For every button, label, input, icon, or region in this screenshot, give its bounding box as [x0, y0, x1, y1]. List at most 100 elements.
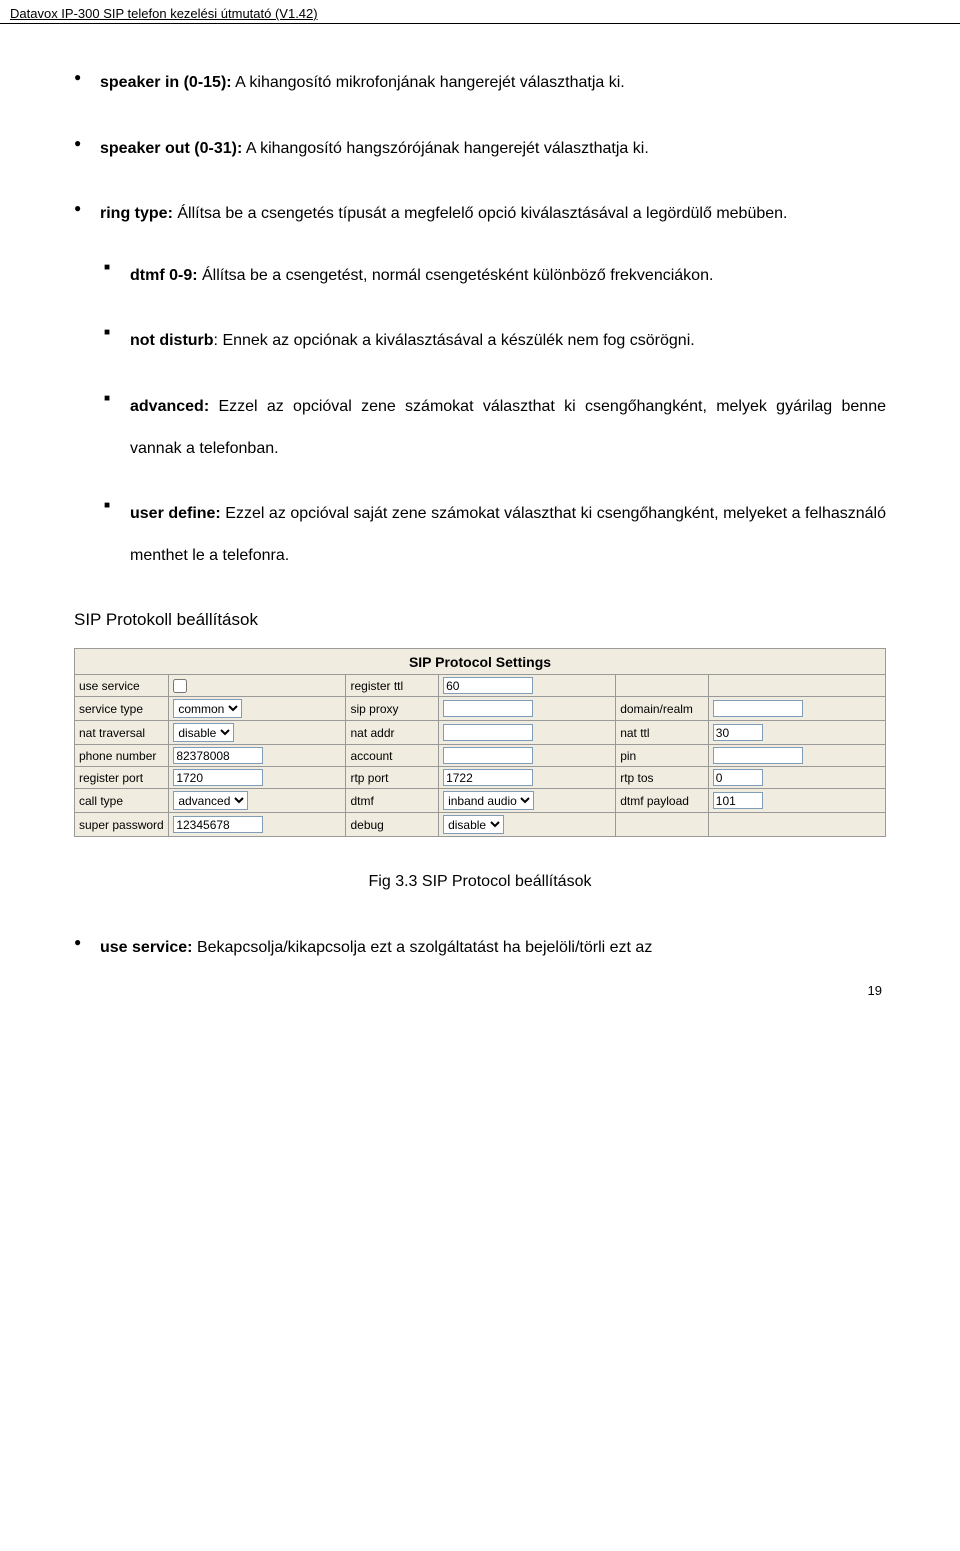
bullet-bold: speaker in (0-15): — [100, 74, 232, 91]
label-empty — [616, 813, 709, 837]
value-account — [439, 745, 616, 767]
label-super-password: super password — [75, 813, 169, 837]
value-domain/realm — [708, 697, 885, 721]
bullet-speaker-out: speaker out (0-31): A kihangosító hangsz… — [100, 128, 886, 170]
value-dtmf: inband audio — [439, 789, 616, 813]
call-type-select[interactable]: advanced — [173, 791, 248, 810]
sub-text: Állítsa be a csengetést, normál csengeté… — [198, 267, 714, 284]
label-use-service: use service — [75, 675, 169, 697]
section-title-sip: SIP Protokoll beállítások — [74, 610, 886, 630]
label-dtmf: dtmf — [346, 789, 439, 813]
label-empty — [616, 675, 709, 697]
label-phone-number: phone number — [75, 745, 169, 767]
table-row: nat traversaldisable nat addr nat ttl — [75, 721, 886, 745]
label-sip-proxy: sip proxy — [346, 697, 439, 721]
label-domain/realm: domain/realm — [616, 697, 709, 721]
pin-input[interactable] — [713, 747, 803, 764]
value-pin — [708, 745, 885, 767]
nat-traversal-select[interactable]: disable — [173, 723, 234, 742]
label-rtp-port: rtp port — [346, 767, 439, 789]
sip-proxy-input[interactable] — [443, 700, 533, 717]
phone-number-input[interactable] — [173, 747, 263, 764]
bullet-bold: ring type: — [100, 205, 173, 222]
label-service-type: service type — [75, 697, 169, 721]
nat-addr-input[interactable] — [443, 724, 533, 741]
register-port-input[interactable] — [173, 769, 263, 786]
bullet-text: A kihangosító hangszórójának hangerejét … — [242, 140, 649, 157]
sub-user-define: user define: Ezzel az opcióval saját zen… — [130, 493, 886, 576]
sub-text: Ezzel az opcióval saját zene számokat vá… — [130, 505, 886, 564]
value-call-type: advanced — [169, 789, 346, 813]
bullet-speaker-in: speaker in (0-15): A kihangosító mikrofo… — [100, 62, 886, 104]
figure-caption: Fig 3.3 SIP Protocol beállítások — [74, 873, 886, 891]
service-type-select[interactable]: common — [173, 699, 242, 718]
value-nat-ttl — [708, 721, 885, 745]
label-nat-traversal: nat traversal — [75, 721, 169, 745]
value-dtmf-payload — [708, 789, 885, 813]
value-phone-number — [169, 745, 346, 767]
table-row: service typecommon sip proxy domain/realm — [75, 697, 886, 721]
value-rtp-port — [439, 767, 616, 789]
rtp-port-input[interactable] — [443, 769, 533, 786]
bullet-text: Állítsa be a csengetés típusát a megfele… — [173, 205, 788, 222]
sub-dtmf: dtmf 0-9: Állítsa be a csengetést, normá… — [130, 255, 886, 297]
table-row: register port rtp port rtp tos — [75, 767, 886, 789]
value-sip-proxy — [439, 697, 616, 721]
value-register-port — [169, 767, 346, 789]
bullet-use-service: use service: Bekapcsolja/kikapcsolja ezt… — [100, 927, 886, 969]
table-row: call typeadvanced dtmfinband audio dtmf pa… — [75, 789, 886, 813]
value-service-type: common — [169, 697, 346, 721]
sub-text: : Ennek az opciónak a kiválasztásával a … — [214, 332, 695, 349]
label-account: account — [346, 745, 439, 767]
register-ttl-input[interactable] — [443, 677, 533, 694]
sub-bold: advanced: — [130, 398, 209, 415]
label-nat-addr: nat addr — [346, 721, 439, 745]
value-empty — [708, 675, 885, 697]
value-use-service — [169, 675, 346, 697]
dtmf-select[interactable]: inband audio — [443, 791, 534, 810]
label-call-type: call type — [75, 789, 169, 813]
main-bullet-list: speaker in (0-15): A kihangosító mikrofo… — [74, 62, 886, 576]
value-empty — [708, 813, 885, 837]
bullet-bold: speaker out (0-31): — [100, 140, 242, 157]
table-title: SIP Protocol Settings — [75, 649, 886, 675]
nat-ttl-input[interactable] — [713, 724, 763, 741]
domain/realm-input[interactable] — [713, 700, 803, 717]
table-row: super password debugdisable — [75, 813, 886, 837]
bullet-text: A kihangosító mikrofonjának hangerejét v… — [232, 74, 625, 91]
sub-not-disturb: not disturb: Ennek az opciónak a kiválas… — [130, 320, 886, 362]
value-nat-addr — [439, 721, 616, 745]
value-super-password — [169, 813, 346, 837]
bullet-text: Bekapcsolja/kikapcsolja ezt a szolgáltat… — [193, 939, 653, 956]
sub-bold: user define: — [130, 505, 221, 522]
rtp-tos-input[interactable] — [713, 769, 763, 786]
page-number: 19 — [74, 983, 886, 998]
bullet-ring-type: ring type: Állítsa be a csengetés típusá… — [100, 193, 886, 576]
value-nat-traversal: disable — [169, 721, 346, 745]
use-service-checkbox[interactable] — [173, 679, 187, 693]
value-rtp-tos — [708, 767, 885, 789]
dtmf-payload-input[interactable] — [713, 792, 763, 809]
sub-bold: not disturb — [130, 332, 214, 349]
label-register-port: register port — [75, 767, 169, 789]
value-register-ttl — [439, 675, 616, 697]
sip-settings-table: SIP Protocol Settings use serviceregiste… — [74, 648, 886, 837]
label-pin: pin — [616, 745, 709, 767]
table-row: use serviceregister ttl — [75, 675, 886, 697]
super-password-input[interactable] — [173, 816, 263, 833]
label-debug: debug — [346, 813, 439, 837]
debug-select[interactable]: disable — [443, 815, 504, 834]
label-nat-ttl: nat ttl — [616, 721, 709, 745]
sub-bold: dtmf 0-9: — [130, 267, 198, 284]
sub-text: Ezzel az opcióval zene számokat választh… — [130, 398, 886, 457]
doc-header: Datavox IP-300 SIP telefon kezelési útmu… — [0, 0, 960, 24]
label-rtp-tos: rtp tos — [616, 767, 709, 789]
table-title-row: SIP Protocol Settings — [75, 649, 886, 675]
last-bullet-list: use service: Bekapcsolja/kikapcsolja ezt… — [74, 927, 886, 969]
page-body: speaker in (0-15): A kihangosító mikrofo… — [0, 62, 960, 1018]
value-debug: disable — [439, 813, 616, 837]
label-dtmf-payload: dtmf payload — [616, 789, 709, 813]
sub-bullet-list: dtmf 0-9: Állítsa be a csengetést, normá… — [100, 255, 886, 577]
bullet-bold: use service: — [100, 939, 193, 956]
account-input[interactable] — [443, 747, 533, 764]
